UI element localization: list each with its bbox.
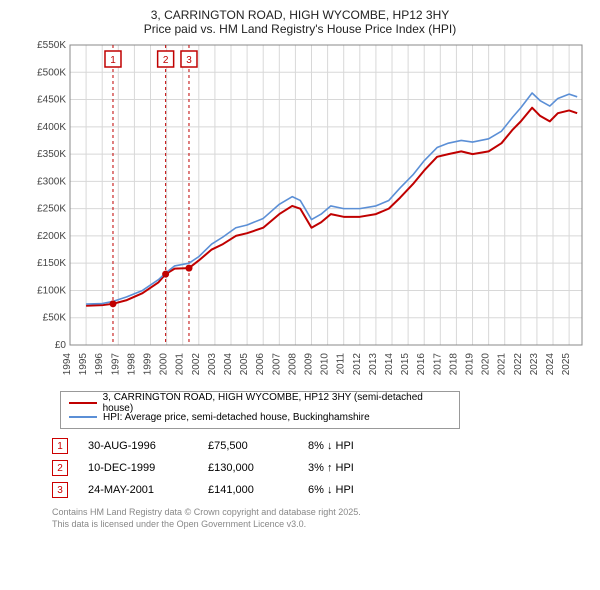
sale-date: 10-DEC-1999 <box>88 462 188 474</box>
svg-text:£200K: £200K <box>37 231 66 242</box>
svg-text:2022: 2022 <box>513 353 524 376</box>
attribution-line-1: Contains HM Land Registry data © Crown c… <box>52 507 590 519</box>
svg-text:1996: 1996 <box>94 353 105 376</box>
svg-text:£550K: £550K <box>37 40 66 51</box>
sale-price: £141,000 <box>208 484 288 496</box>
chart: £0 £50K £100K £150K £200K £250K £300K £350K £400… <box>35 40 590 385</box>
svg-text:2009: 2009 <box>304 353 315 376</box>
svg-text:2015: 2015 <box>400 353 411 376</box>
svg-text:£500K: £500K <box>37 67 66 78</box>
svg-text:£100K: £100K <box>37 285 66 296</box>
svg-text:2010: 2010 <box>320 353 331 376</box>
svg-text:£450K: £450K <box>37 95 66 106</box>
svg-text:1999: 1999 <box>143 353 154 376</box>
sale-date: 24-MAY-2001 <box>88 484 188 496</box>
chart-title: 3, CARRINGTON ROAD, HIGH WYCOMBE, HP12 3… <box>10 8 590 36</box>
svg-text:2017: 2017 <box>432 353 443 376</box>
svg-text:2004: 2004 <box>223 353 234 376</box>
svg-text:£0: £0 <box>55 340 67 351</box>
svg-text:1997: 1997 <box>110 353 121 376</box>
legend: 3, CARRINGTON ROAD, HIGH WYCOMBE, HP12 3… <box>60 391 460 429</box>
sale-delta: 3% ↑ HPI <box>308 462 388 474</box>
svg-text:2002: 2002 <box>191 353 202 376</box>
sale-marker-badge: 2 <box>52 460 68 476</box>
attribution-line-2: This data is licensed under the Open Gov… <box>52 519 590 531</box>
table-row: 1 30-AUG-1996 £75,500 8% ↓ HPI <box>52 435 590 457</box>
svg-text:2001: 2001 <box>175 353 186 376</box>
svg-text:2020: 2020 <box>481 353 492 376</box>
svg-text:1994: 1994 <box>62 353 73 376</box>
svg-text:£250K: £250K <box>37 204 66 215</box>
sale-delta: 6% ↓ HPI <box>308 484 388 496</box>
sales-table: 1 30-AUG-1996 £75,500 8% ↓ HPI 2 10-DEC-1999 £… <box>52 435 590 501</box>
svg-text:£400K: £400K <box>37 122 66 133</box>
svg-text:£300K: £300K <box>37 176 66 187</box>
svg-text:£350K: £350K <box>37 149 66 160</box>
legend-label: HPI: Average price, semi-detached house,… <box>103 412 370 423</box>
svg-text:2023: 2023 <box>529 353 540 376</box>
svg-text:2000: 2000 <box>159 353 170 376</box>
svg-text:2008: 2008 <box>287 353 298 376</box>
sale-delta: 8% ↓ HPI <box>308 440 388 452</box>
sale-marker-badge: 1 <box>52 438 68 454</box>
svg-text:2024: 2024 <box>545 353 556 376</box>
svg-text:2025: 2025 <box>561 353 572 376</box>
title-line-2: Price paid vs. HM Land Registry's House … <box>10 22 590 36</box>
svg-text:3: 3 <box>186 55 192 66</box>
title-line-1: 3, CARRINGTON ROAD, HIGH WYCOMBE, HP12 3… <box>10 8 590 22</box>
svg-text:2006: 2006 <box>255 353 266 376</box>
svg-text:1998: 1998 <box>126 353 137 376</box>
legend-swatch <box>69 416 97 418</box>
svg-text:2016: 2016 <box>416 353 427 376</box>
svg-text:2005: 2005 <box>239 353 250 376</box>
chart-svg: £0 £50K £100K £150K £200K £250K £300K £350K £400… <box>35 40 590 385</box>
svg-text:2021: 2021 <box>497 353 508 376</box>
svg-text:2018: 2018 <box>448 353 459 376</box>
svg-text:£150K: £150K <box>37 258 66 269</box>
svg-text:£50K: £50K <box>43 313 67 324</box>
svg-text:2012: 2012 <box>352 353 363 376</box>
svg-text:1995: 1995 <box>78 353 89 376</box>
sale-marker-badge: 3 <box>52 482 68 498</box>
svg-text:2013: 2013 <box>368 353 379 376</box>
sale-price: £130,000 <box>208 462 288 474</box>
svg-text:2014: 2014 <box>384 353 395 376</box>
svg-text:2011: 2011 <box>336 353 347 375</box>
sale-price: £75,500 <box>208 440 288 452</box>
svg-text:2: 2 <box>163 55 169 66</box>
attribution: Contains HM Land Registry data © Crown c… <box>52 507 590 530</box>
svg-text:2007: 2007 <box>271 353 282 376</box>
legend-row: 3, CARRINGTON ROAD, HIGH WYCOMBE, HP12 3… <box>69 396 451 410</box>
svg-text:2003: 2003 <box>207 353 218 376</box>
sale-date: 30-AUG-1996 <box>88 440 188 452</box>
svg-text:2019: 2019 <box>465 353 476 376</box>
svg-text:1: 1 <box>110 55 116 66</box>
table-row: 2 10-DEC-1999 £130,000 3% ↑ HPI <box>52 457 590 479</box>
legend-swatch <box>69 402 97 404</box>
table-row: 3 24-MAY-2001 £141,000 6% ↓ HPI <box>52 479 590 501</box>
